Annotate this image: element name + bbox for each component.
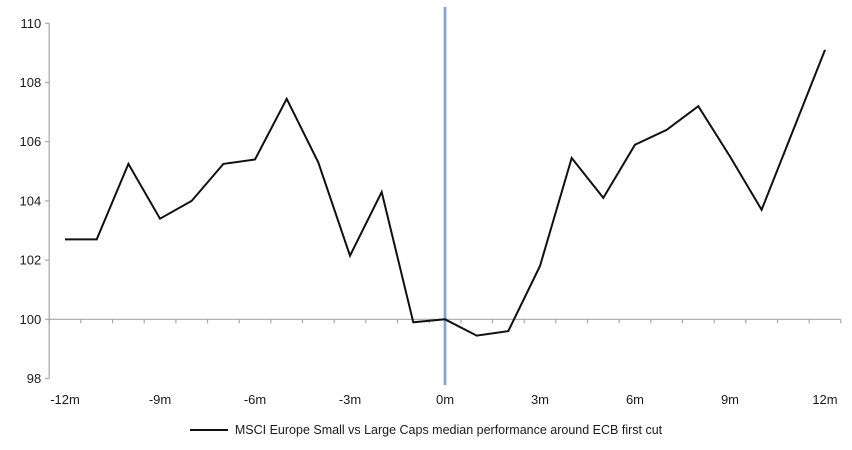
line-chart-canvas: 98 100 102 104 106 108 110 -12m -9m -6m -3m 0m 3m 6m 9… — [19, 7, 842, 407]
legend-line-swatch — [189, 429, 228, 431]
legend-label: MSCI Europe Small vs Large Caps median p… — [234, 423, 663, 437]
x-axis-tick-label: 12m — [812, 392, 837, 407]
y-axis-tick-label: 100 — [19, 312, 41, 327]
y-axis-tick-label: 98 — [27, 371, 41, 386]
x-axis-tick-label: 0m — [436, 392, 454, 407]
y-axis-tick-label: 104 — [19, 193, 41, 208]
y-axis-tick-label: 106 — [19, 134, 41, 149]
legend: MSCI Europe Small vs Large Caps median p… — [0, 418, 852, 442]
y-axis-tick-label: 102 — [19, 253, 41, 268]
x-axis-tick-label: -3m — [339, 392, 361, 407]
x-axis-tick-label: 6m — [626, 392, 644, 407]
y-axis-tick-label: 110 — [20, 16, 41, 31]
x-axis-tick-label: 3m — [531, 392, 549, 407]
x-axis-tick-label: -6m — [244, 392, 266, 407]
series-line — [65, 49, 826, 337]
x-axis-tick-label: -9m — [149, 392, 171, 407]
x-axis-tick-label: -12m — [50, 392, 80, 407]
x-axis-tick-label: 9m — [721, 392, 739, 407]
y-axis-tick-label: 108 — [19, 75, 41, 90]
